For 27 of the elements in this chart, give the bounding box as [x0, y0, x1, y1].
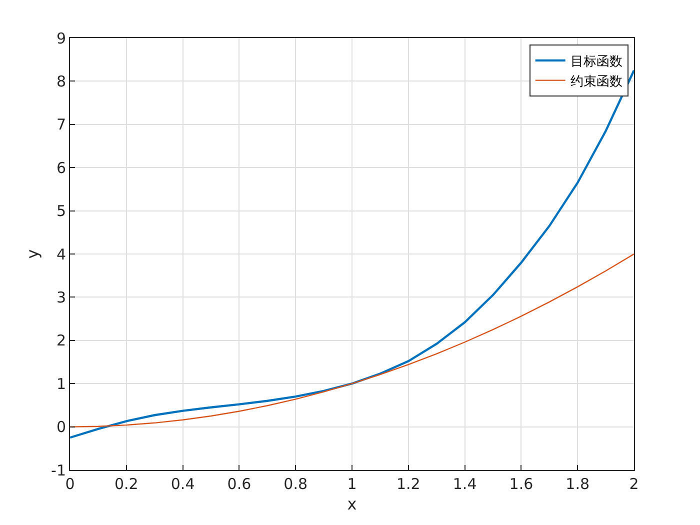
y-tick-label: 3 — [56, 288, 66, 306]
y-tick-label: 5 — [56, 202, 66, 220]
x-tick-label: 2 — [629, 475, 639, 493]
x-tick-label: 1.2 — [396, 475, 420, 493]
line-series — [70, 69, 634, 439]
x-tick-label: 1.8 — [566, 475, 590, 493]
y-tick-label: 1 — [56, 374, 66, 393]
line-series — [70, 253, 634, 428]
y-tick-label: 2 — [56, 332, 66, 350]
y-tick-label: 8 — [56, 72, 66, 90]
x-axis-title: x — [347, 494, 357, 514]
x-tick-label: 1 — [347, 475, 357, 493]
y-axis-title: y — [22, 249, 42, 259]
y-tick-label: 6 — [56, 158, 66, 177]
y-tick-label: 7 — [56, 116, 66, 134]
y-tick-label: -1 — [51, 461, 66, 480]
x-tick-label: 1.4 — [452, 475, 477, 493]
x-tick-label: 0.2 — [114, 475, 138, 493]
x-tick-label: 0.8 — [284, 475, 308, 493]
y-tick-label: 0 — [56, 418, 66, 436]
legend-label: 目标函数 — [570, 54, 622, 70]
x-tick-label: 0.4 — [170, 475, 195, 493]
x-tick-label: 0.6 — [227, 475, 252, 493]
y-tick-label: 9 — [56, 29, 66, 48]
y-tick-label: 4 — [56, 245, 66, 264]
x-tick-label: 1.6 — [509, 475, 534, 493]
legend-label: 约束函数 — [570, 74, 622, 90]
